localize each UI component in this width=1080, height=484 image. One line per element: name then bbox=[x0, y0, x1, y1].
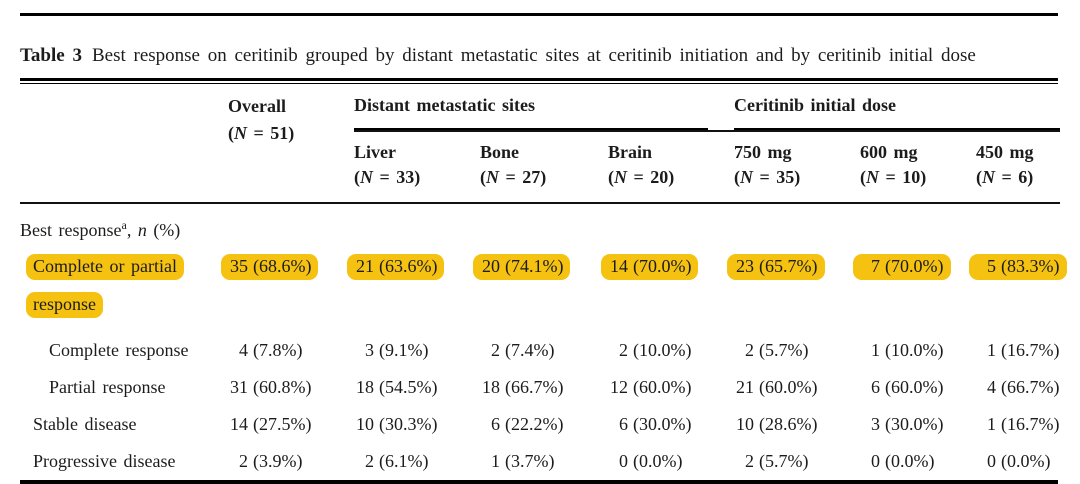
column-header-450mg: 450 mg (N = 6) bbox=[976, 131, 1061, 204]
value-cell: 3 (9.1%) bbox=[365, 340, 429, 360]
caption-text: Best response on ceritinib grouped by di… bbox=[91, 45, 976, 66]
section-row-best-response: Best responsea, n (%) bbox=[20, 203, 1060, 247]
value-cell: 4 (66.7%) bbox=[987, 377, 1060, 397]
highlight-pill: Complete or partial bbox=[26, 254, 184, 280]
bottom-rule bbox=[20, 480, 1058, 484]
table-row-complete-response: Complete response 4 (7.8%) 3 (9.1%) 2 (7.4%… bbox=[20, 332, 1060, 369]
highlight-pill: 14 (70.0%) bbox=[601, 254, 699, 280]
highlight-pill: 5 (83.3%) bbox=[969, 254, 1067, 280]
column-header-overall-n: (N = 51) bbox=[228, 123, 295, 143]
column-header-overall: Overall (N = 51) bbox=[228, 84, 354, 204]
value-cell: 23 (65.7%) bbox=[727, 247, 860, 332]
value-cell: 2 (3.9%) bbox=[239, 451, 303, 471]
footnote-marker: a bbox=[121, 218, 127, 232]
value-cell: 31 (60.8%) bbox=[230, 377, 312, 397]
value-cell: 0 (0.0%) bbox=[619, 451, 683, 471]
header-group-row: Overall (N = 51) Distant metastatic site… bbox=[20, 84, 1061, 204]
value-cell: 10 (28.6%) bbox=[736, 414, 818, 434]
value-cell: 0 (0.0%) bbox=[871, 451, 935, 471]
value-cell: 7 (70.0%) bbox=[853, 247, 976, 332]
value-cell: 2 (6.1%) bbox=[365, 451, 429, 471]
highlight-pill: 21 (63.6%) bbox=[347, 254, 445, 280]
value-cell: 35 (68.6%) bbox=[221, 247, 354, 332]
column-header-bone: Bone (N = 27) bbox=[480, 131, 608, 204]
row-label: Stable disease bbox=[33, 414, 137, 434]
table-caption: Table 3 Best response on ceritinib groupe… bbox=[20, 44, 1060, 67]
highlight-pill: 23 (65.7%) bbox=[727, 254, 825, 280]
highlight-pill: 35 (68.6%) bbox=[221, 254, 319, 280]
caption-rule-thick bbox=[20, 78, 1058, 81]
table-row-stable-disease: Stable disease 14 (27.5%) 10 (30.3%) 6 (22.… bbox=[20, 406, 1060, 443]
value-cell: 5 (83.3%) bbox=[969, 247, 1067, 332]
column-header-brain: Brain (N = 20) bbox=[608, 131, 735, 204]
top-rule bbox=[20, 13, 1058, 16]
value-cell: 21 (63.6%) bbox=[347, 247, 480, 332]
value-cell: 18 (54.5%) bbox=[356, 377, 438, 397]
group-header-ceritinib-initial-dose: Ceritinib initial dose bbox=[734, 84, 1061, 132]
section-row-label: Best responsea, n (%) bbox=[20, 218, 181, 240]
value-cell: 1 (10.0%) bbox=[871, 340, 944, 360]
best-response-table: Overall (N = 51) Distant metastatic site… bbox=[20, 84, 1067, 480]
value-cell: 20 (74.1%) bbox=[473, 247, 608, 332]
row-label: Complete response bbox=[49, 340, 189, 360]
group-header-dose-label: Ceritinib initial dose bbox=[734, 93, 1061, 130]
caption-label: Table 3 bbox=[20, 45, 82, 66]
highlight-pill: 20 (74.1%) bbox=[473, 254, 571, 280]
group-header-distant-metastatic-sites: Distant metastatic sites bbox=[354, 84, 735, 132]
highlight-pill: 7 (70.0%) bbox=[853, 254, 951, 280]
group-header-distant-label: Distant metastatic sites bbox=[354, 93, 709, 130]
row-label: Partial response bbox=[49, 377, 166, 397]
value-cell: 0 (0.0%) bbox=[987, 451, 1051, 471]
table-row-complete-or-partial-response: Complete or partial response 35 (68.6%) 2… bbox=[20, 247, 1067, 332]
value-cell: 3 (30.0%) bbox=[871, 414, 944, 434]
value-cell: 2 (10.0%) bbox=[619, 340, 692, 360]
value-cell: 21 (60.0%) bbox=[736, 377, 818, 397]
value-cell: 6 (60.0%) bbox=[871, 377, 944, 397]
value-cell: 4 (7.8%) bbox=[239, 340, 303, 360]
row-label: Progressive disease bbox=[33, 451, 176, 471]
value-cell: 2 (5.7%) bbox=[745, 451, 809, 471]
value-cell: 1 (16.7%) bbox=[987, 414, 1060, 434]
column-header-overall-name: Overall bbox=[228, 96, 286, 116]
header-spacer bbox=[20, 84, 228, 204]
value-cell: 6 (30.0%) bbox=[619, 414, 692, 434]
value-cell: 1 (16.7%) bbox=[987, 340, 1060, 360]
row-label: Complete or partial response bbox=[20, 247, 228, 332]
column-header-600mg: 600 mg (N = 10) bbox=[860, 131, 977, 204]
value-cell: 2 (7.4%) bbox=[491, 340, 555, 360]
value-cell: 1 (3.7%) bbox=[491, 451, 555, 471]
header-subcolumn-row: Liver (N = 33) Bone (N = 27) Brain (N = … bbox=[20, 131, 1061, 204]
value-cell: 14 (70.0%) bbox=[601, 247, 734, 332]
highlight-pill: response bbox=[26, 292, 103, 318]
value-cell: 14 (27.5%) bbox=[230, 414, 312, 434]
table-row-partial-response: Partial response 31 (60.8%) 18 (54.5%) 18(… bbox=[20, 369, 1060, 406]
value-cell: 2 (5.7%) bbox=[745, 340, 809, 360]
table-row-progressive-disease: Progressive disease 2 (3.9%) 2 (6.1%) 1 (3.… bbox=[20, 443, 1060, 480]
value-cell: 10 (30.3%) bbox=[356, 414, 438, 434]
column-header-liver: Liver (N = 33) bbox=[354, 131, 480, 204]
value-cell: 12 (60.0%) bbox=[610, 377, 692, 397]
paper-page: Table 3 Best response on ceritinib groupe… bbox=[0, 13, 1080, 484]
column-header-750mg: 750 mg (N = 35) bbox=[734, 131, 861, 204]
caption-rule-thin bbox=[20, 83, 1058, 84]
value-cell: 18 (66.7%) bbox=[482, 377, 564, 397]
value-cell: 6 (22.2%) bbox=[491, 414, 564, 434]
